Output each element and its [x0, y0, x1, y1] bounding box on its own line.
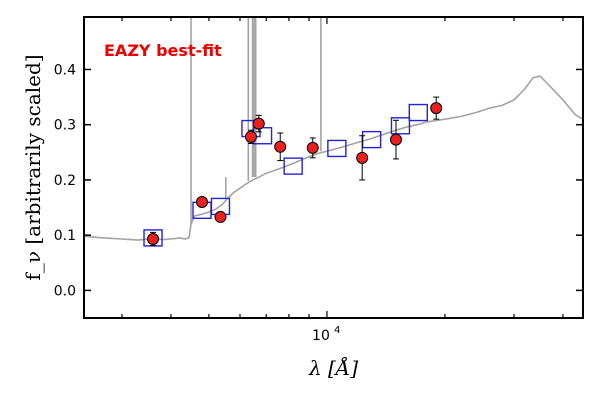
- y-tick-label: 0.3: [54, 118, 76, 134]
- y-tick-label: 0.4: [54, 62, 76, 78]
- model-marker: [390, 117, 411, 135]
- data-point: [430, 102, 443, 115]
- template-spectrum: [83, 17, 584, 241]
- y-tick-label: 0.2: [54, 173, 76, 189]
- data-point: [214, 210, 227, 223]
- plot-frame: [83, 16, 584, 319]
- x-tick-label-exponent: 4: [334, 325, 340, 336]
- template-line: [83, 75, 584, 241]
- data-point: [252, 117, 265, 130]
- data-point: [274, 140, 287, 153]
- model-marker: [327, 139, 347, 158]
- model-markers: [143, 103, 428, 247]
- y-tick-label: 0.1: [54, 228, 76, 244]
- data-point: [306, 141, 319, 154]
- x-tick-label: 10: [312, 328, 330, 344]
- observed-points: [147, 96, 443, 247]
- y-tick-label: 0.0: [54, 283, 76, 299]
- data-point: [356, 151, 369, 164]
- y-axis-title: f_ν [arbitrarily scaled]: [21, 54, 45, 280]
- annotation-label: EAZY best-fit: [104, 41, 222, 60]
- data-point: [195, 196, 208, 209]
- model-marker: [283, 157, 303, 175]
- x-axis-title: λ [Å]: [308, 355, 358, 380]
- data-point: [147, 233, 160, 246]
- data-point: [244, 130, 257, 143]
- data-point: [389, 133, 402, 146]
- axes: 0.0 0.1 0.2 0.3 0.4 10 4 λ [Å] f_ν [arbitrarily …: [21, 16, 584, 380]
- model-marker: [408, 103, 428, 122]
